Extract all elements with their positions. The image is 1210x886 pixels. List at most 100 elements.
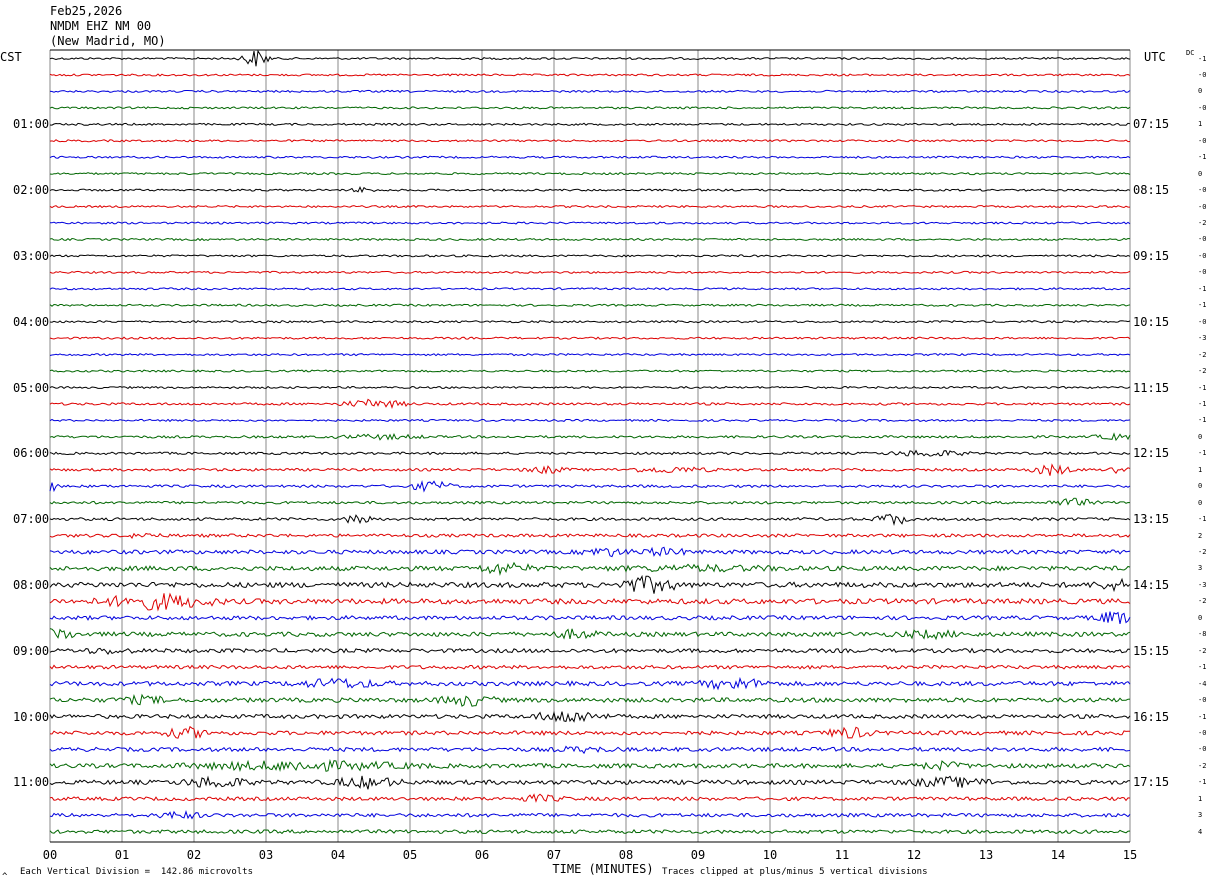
trace-line-row-15 <box>49 303 1131 307</box>
utc-time-label: 17:15 <box>1133 775 1170 790</box>
dc-offset-header: DC <box>1186 49 1195 57</box>
station-label: NMDM EHZ NM 00 <box>50 19 152 33</box>
x-tick-label: 08 <box>618 848 634 862</box>
x-tick-label: 07 <box>546 848 562 862</box>
dc-offset-value: 0 <box>1198 613 1203 622</box>
x-tick-label: 14 <box>1050 848 1066 862</box>
dc-offset-value: -3 <box>1198 580 1207 589</box>
dc-offset-value: -0 <box>1198 268 1207 277</box>
x-tick-label: 04 <box>330 848 346 862</box>
dc-offset-value: 0 <box>1198 87 1203 96</box>
dc-offset-value: 3 <box>1198 811 1203 820</box>
x-tick-label: 12 <box>906 848 922 862</box>
trace-line-row-44 <box>49 775 1131 790</box>
trace-line-row-24 <box>49 449 1131 457</box>
trace-line-row-23 <box>49 432 1131 442</box>
cst-time-label: 07:00 <box>13 512 50 527</box>
dc-offset-value: -0 <box>1198 235 1207 244</box>
x-tick-label: 02 <box>186 848 202 862</box>
dc-offset-value: -0 <box>1198 745 1207 754</box>
dc-offset-value: -0 <box>1198 103 1207 112</box>
dc-offset-value: -0 <box>1198 186 1207 195</box>
trace-line-row-39 <box>49 693 1131 707</box>
dc-offset-value: -3 <box>1198 334 1207 343</box>
utc-time-label: 08:15 <box>1133 183 1170 198</box>
trace-line-row-30 <box>49 546 1131 558</box>
dc-offset-value: 4 <box>1198 827 1203 836</box>
dc-offset-value: -0 <box>1198 317 1207 326</box>
trace-line-row-2 <box>49 89 1131 94</box>
x-tick-label: 10 <box>762 848 778 862</box>
dc-offset-value: 0 <box>1198 169 1203 178</box>
cst-time-label: 08:00 <box>13 577 50 592</box>
dc-offset-value: -0 <box>1198 728 1207 737</box>
x-tick-label: 00 <box>42 848 58 862</box>
dc-offset-value: -1 <box>1198 301 1207 310</box>
trace-line-row-20 <box>49 385 1131 390</box>
dc-offset-value: -2 <box>1198 548 1207 556</box>
trace-line-row-3 <box>49 106 1131 110</box>
trace-line-row-18 <box>49 352 1131 357</box>
cst-time-label: 04:00 <box>13 314 50 329</box>
x-tick-label: 11 <box>834 848 850 862</box>
trace-line-row-38 <box>49 676 1131 691</box>
trace-line-row-7 <box>49 172 1131 176</box>
dc-offset-value: -1 <box>1198 663 1207 672</box>
trace-line-row-37 <box>49 664 1131 670</box>
trace-line-row-22 <box>49 418 1131 423</box>
trace-line-row-42 <box>49 745 1131 755</box>
trace-line-row-34 <box>49 611 1131 625</box>
cst-time-label: 05:00 <box>13 380 50 395</box>
dc-offset-value: 2 <box>1198 531 1203 540</box>
cst-time-label: 02:00 <box>13 183 50 198</box>
dc-offset-value: -0 <box>1198 251 1207 260</box>
dc-offset-value: -2 <box>1198 597 1207 606</box>
utc-time-label: 10:15 <box>1133 314 1170 329</box>
utc-time-label: 15:15 <box>1133 643 1170 658</box>
trace-line-row-26 <box>49 479 1131 493</box>
trace-line-row-41 <box>49 725 1130 739</box>
trace-line-row-40 <box>49 710 1131 723</box>
dc-offset-value: -0 <box>1198 136 1207 145</box>
dc-offset-value: 0 <box>1198 432 1203 441</box>
right-timezone-label: UTC <box>1144 50 1166 64</box>
dc-offset-value: -1 <box>1198 515 1207 524</box>
dc-offset-value: 1 <box>1198 465 1203 474</box>
x-tick-label: 01 <box>114 848 130 862</box>
utc-time-label: 13:15 <box>1133 512 1170 527</box>
trace-line-row-45 <box>49 793 1131 803</box>
cst-time-label: 01:00 <box>13 117 50 132</box>
trace-line-row-11 <box>49 237 1131 242</box>
x-tick-label: 06 <box>474 848 490 862</box>
utc-time-label: 14:15 <box>1133 577 1170 592</box>
dc-offset-value: -0 <box>1198 696 1207 705</box>
cst-time-label: 03:00 <box>13 248 50 263</box>
dc-offset-value: -1 <box>1198 778 1207 787</box>
x-tick-label: 13 <box>978 848 994 862</box>
utc-time-label: 16:15 <box>1133 709 1170 724</box>
utc-time-label: 11:15 <box>1133 380 1170 395</box>
dc-offset-value: -4 <box>1198 679 1207 688</box>
utc-time-label: 12:15 <box>1133 446 1170 461</box>
corner-mark: ^ <box>2 872 8 882</box>
trace-line-row-29 <box>49 532 1131 539</box>
x-tick-label: 03 <box>258 848 274 862</box>
trace-line-row-28 <box>49 513 1131 526</box>
date-label: Feb25,2026 <box>50 4 123 18</box>
trace-line-row-33 <box>49 592 1131 612</box>
cst-time-label: 06:00 <box>13 446 50 461</box>
dc-offset-value: -1 <box>1198 399 1207 408</box>
trace-line-row-27 <box>49 497 1131 506</box>
location-label: (New Madrid, MO) <box>50 34 166 48</box>
trace-line-row-21 <box>49 398 1131 409</box>
dc-offset-value: -1 <box>1198 712 1207 721</box>
dc-offset-value: -1 <box>1198 416 1207 425</box>
utc-time-label: 09:15 <box>1133 248 1170 263</box>
dc-offset-value: -2 <box>1198 350 1207 359</box>
trace-line-row-0 <box>49 49 1131 67</box>
cst-time-label: 11:00 <box>13 775 50 790</box>
trace-line-row-19 <box>49 369 1131 373</box>
x-tick-label: 05 <box>402 848 418 862</box>
trace-line-row-35 <box>49 628 1131 641</box>
